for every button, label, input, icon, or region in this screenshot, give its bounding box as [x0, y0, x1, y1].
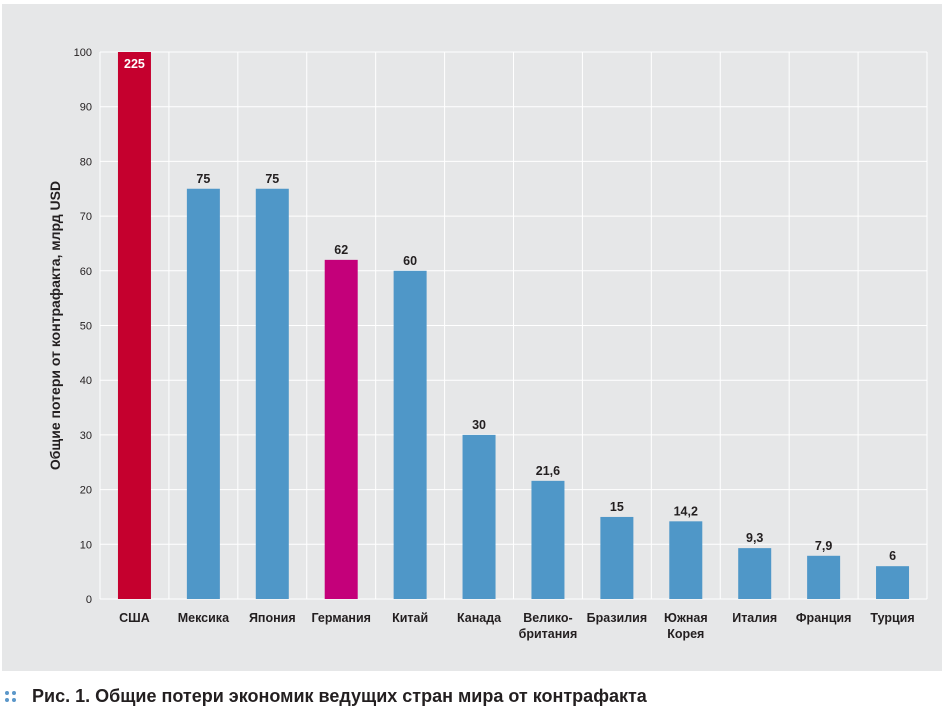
x-tick-label-line: Франция: [796, 611, 851, 625]
bar: [462, 434, 496, 599]
y-tick-label: 100: [74, 47, 92, 59]
x-tick-label-line: Мексика: [178, 611, 230, 625]
x-tick-label-line: британия: [519, 627, 578, 641]
y-tick-label: 50: [80, 321, 92, 333]
x-tick-label: Мексика: [178, 611, 230, 625]
x-tick-label-line: Япония: [249, 611, 296, 625]
bar: [876, 566, 910, 599]
bar: [186, 188, 220, 599]
data-label: 7,9: [815, 539, 832, 553]
x-tick-label: Япония: [249, 611, 296, 625]
caption-text: Рис. 1. Общие потери экономик ведущих ст…: [32, 685, 647, 706]
y-tick-label: 20: [80, 485, 92, 497]
figure-caption: Рис. 1. Общие потери экономик ведущих ст…: [0, 680, 944, 712]
x-tick-label-line: Канада: [457, 611, 502, 625]
x-tick-label-line: Велико-: [523, 611, 573, 625]
caption-bullet-icon: [5, 690, 16, 702]
x-tick-label: Турция: [870, 611, 914, 625]
x-tick-label-line: Турция: [870, 611, 914, 625]
x-tick-label: Франция: [796, 611, 851, 625]
x-tick-label-line: США: [119, 611, 150, 625]
data-label: 225: [124, 57, 145, 71]
data-label: 6: [889, 549, 896, 563]
x-tick-label: Канада: [457, 611, 502, 625]
x-tick-label-line: Южная: [664, 611, 708, 625]
y-tick-label: 10: [80, 539, 92, 551]
y-tick-label: 90: [80, 102, 92, 114]
bar: [807, 555, 841, 599]
data-label: 62: [334, 243, 348, 257]
y-axis-title: Общие потери от контрафакта, млрд USD: [47, 181, 63, 470]
bar: [669, 521, 703, 599]
x-tick-label-line: Китай: [392, 611, 428, 625]
y-tick-label: 80: [80, 156, 92, 168]
x-tick-label: Бразилия: [587, 611, 648, 625]
y-tick-label: 60: [80, 266, 92, 278]
bar: [255, 188, 289, 599]
data-label: 15: [610, 500, 624, 514]
bar: [324, 259, 358, 599]
x-tick-label-line: Корея: [667, 627, 704, 641]
x-tick-label-line: Италия: [732, 611, 777, 625]
y-tick-label: 0: [86, 594, 92, 606]
bar: [738, 548, 772, 599]
x-tick-label: Германия: [311, 611, 370, 625]
x-tick-label-line: Германия: [311, 611, 370, 625]
x-tick-label: Южная Корея: [664, 611, 708, 641]
bar: [600, 516, 634, 599]
y-tick-label: 40: [80, 375, 92, 387]
x-tick-label-line: Бразилия: [587, 611, 648, 625]
data-label: 75: [196, 172, 210, 186]
bar-chart: 0 10 20 30 40 50 60 70 80 90 100 225 США 75 Мексика 75 Я…: [47, 47, 928, 641]
x-tick-label: Велико-британия: [519, 611, 578, 641]
y-tick-label: 30: [80, 430, 92, 442]
x-tick-label: Китай: [392, 611, 428, 625]
bar: [393, 270, 427, 599]
bar: [531, 480, 565, 599]
x-tick-label: США: [119, 611, 150, 625]
chart-panel: 0 10 20 30 40 50 60 70 80 90 100 225 США 75 Мексика 75 Я…: [2, 4, 942, 671]
x-tick-label: Италия: [732, 611, 777, 625]
y-tick-label: 70: [80, 211, 92, 223]
data-label: 75: [265, 172, 279, 186]
data-label: 21,6: [536, 464, 560, 478]
data-label: 30: [472, 418, 486, 432]
data-label: 60: [403, 254, 417, 268]
data-label: 14,2: [674, 504, 698, 518]
data-label: 9,3: [746, 531, 763, 545]
bar: [117, 52, 151, 599]
